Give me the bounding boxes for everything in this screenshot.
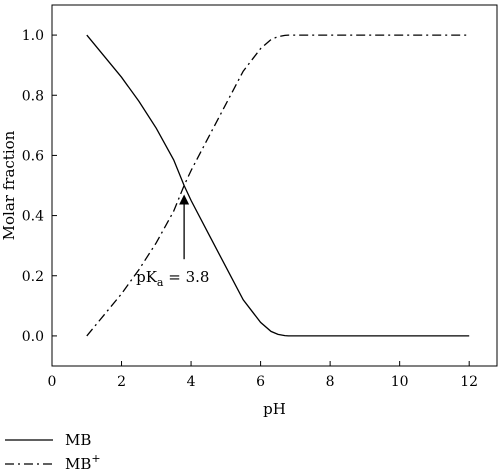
y-axis-label: Molar fraction <box>0 130 18 240</box>
x-tick-label: 2 <box>117 374 126 390</box>
x-tick-label: 10 <box>391 374 409 390</box>
annotation-label: pKa = 3.8 <box>136 268 209 289</box>
x-tick-label: 6 <box>256 374 265 390</box>
plot-frame <box>51 4 498 367</box>
series-line-mb-plus <box>86 34 470 337</box>
annotation-arrow-head <box>179 194 190 205</box>
legend-label-mb-plus: MB+ <box>65 452 101 470</box>
x-tick-label: 8 <box>326 374 335 390</box>
y-tick-label: 0.2 <box>22 269 44 285</box>
y-tick-label: 0.8 <box>22 88 44 104</box>
legend-label-mb: MB <box>65 431 91 449</box>
pka-annotation: pKa = 3.8 <box>136 194 209 289</box>
x-tick-label: 12 <box>460 374 478 390</box>
plot-border <box>51 4 498 367</box>
x-tick-label: 4 <box>187 374 196 390</box>
x-axis-ticks: 0 2 4 6 8 10 12 <box>48 361 478 390</box>
y-tick-label: 0.6 <box>22 148 44 164</box>
y-tick-label: 0.0 <box>22 329 44 345</box>
series-line-mb <box>86 34 470 337</box>
y-tick-label: 0.4 <box>22 209 44 225</box>
y-tick-label: 1.0 <box>22 28 44 44</box>
y-axis-ticks: 0.0 0.2 0.4 0.6 0.8 1.0 <box>22 28 57 345</box>
x-axis-label: pH <box>263 400 286 418</box>
series-lines <box>86 34 470 337</box>
x-tick-label: 0 <box>48 374 57 390</box>
legend: MB MB+ <box>5 431 101 470</box>
